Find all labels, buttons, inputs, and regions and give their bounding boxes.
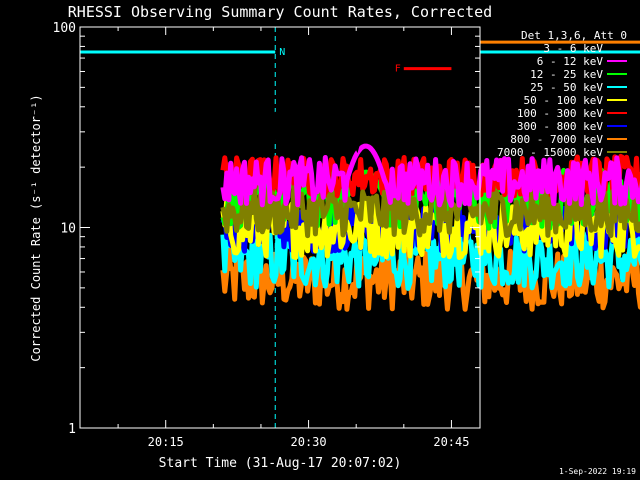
legend-entry-label: 3 - 6 keV (543, 42, 603, 55)
y-axis-ticks: 1 10 100 (53, 21, 480, 437)
legend-entry-label: 300 - 800 keV (517, 120, 603, 133)
night-label: N (279, 47, 285, 58)
x-axis-label: Start Time (31-Aug-17 20:07:02) (159, 456, 402, 471)
series-trace (220, 143, 640, 208)
legend-entry-label: 12 - 25 keV (530, 68, 603, 81)
legend-entry-label: 7000 - 15000 keV (497, 146, 603, 159)
y-tick-label: 10 (60, 222, 76, 237)
y-tick-label: 100 (53, 21, 76, 36)
flare-label: F (395, 64, 401, 75)
series-trace (222, 109, 640, 155)
legend-entry-label: 6 - 12 keV (537, 55, 604, 68)
y-tick-label: 1 (68, 422, 76, 437)
x-tick-label: 20:45 (433, 435, 469, 449)
legend-entry-label: 50 - 100 keV (524, 94, 604, 107)
legend-entry-label: 25 - 50 keV (530, 81, 603, 94)
y-axis-label: Corrected Count Rate (s⁻¹ detector⁻¹) (29, 94, 43, 361)
series-traces (220, 106, 640, 312)
legend-entry-label: 800 - 7000 keV (510, 133, 603, 146)
legend-entry-label: 100 - 300 keV (517, 107, 603, 120)
x-tick-label: 20:15 (148, 435, 184, 449)
x-axis-ticks: 20:15 20:30 20:45 (117, 27, 469, 449)
date-stamp: 1-Sep-2022 19:19 (559, 467, 636, 476)
chart-title: RHESSI Observing Summary Count Rates, Co… (68, 3, 492, 21)
series-trace (220, 185, 640, 239)
x-tick-label: 20:30 (291, 435, 327, 449)
legend-title: Det 1,3,6, Att 0 (521, 29, 627, 42)
